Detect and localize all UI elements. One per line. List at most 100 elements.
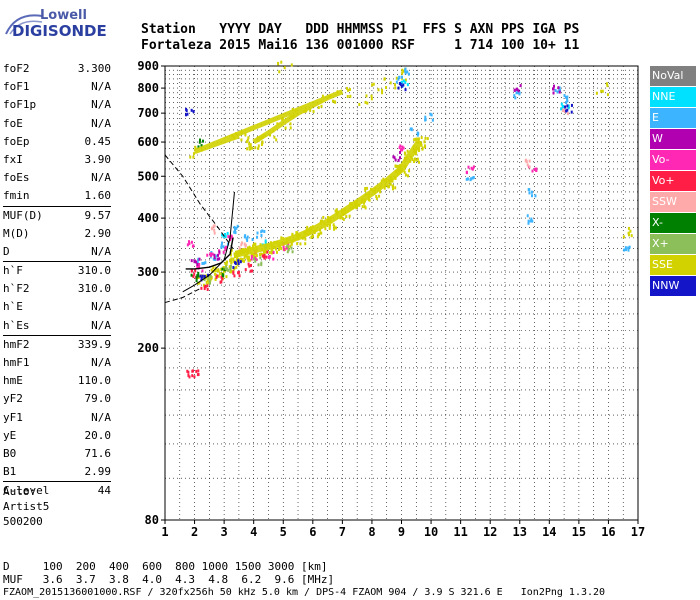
data-point xyxy=(566,97,569,101)
data-point xyxy=(213,256,216,260)
data-point xyxy=(257,144,260,148)
data-point xyxy=(278,70,281,74)
y-tick-label: 500 xyxy=(137,169,159,183)
data-point xyxy=(210,227,213,231)
data-point xyxy=(227,268,230,272)
param-name: foE xyxy=(3,116,23,130)
data-point xyxy=(196,261,199,265)
data-point xyxy=(193,375,196,379)
f2-trace-band xyxy=(235,140,423,258)
data-point xyxy=(234,228,237,232)
data-point xyxy=(381,91,384,95)
data-point xyxy=(261,229,264,233)
data-point xyxy=(222,245,225,249)
data-point xyxy=(317,105,320,109)
legend: NoVal NNE E W Vo- Vo+ SSW X- X+ SSE NNW xyxy=(650,66,696,297)
data-point xyxy=(290,242,293,246)
data-point xyxy=(208,279,211,283)
data-point xyxy=(525,160,528,164)
data-point xyxy=(194,269,197,273)
data-point xyxy=(377,88,380,92)
data-point xyxy=(250,263,253,267)
data-point xyxy=(287,248,290,252)
data-point xyxy=(268,251,271,255)
data-point xyxy=(371,83,374,87)
data-point xyxy=(184,113,187,117)
data-point xyxy=(398,75,401,79)
param-row: h`E N/A xyxy=(3,298,111,316)
data-point xyxy=(186,243,189,247)
data-point xyxy=(531,169,534,173)
param-value: N/A xyxy=(91,356,111,369)
data-point xyxy=(335,208,338,212)
data-point xyxy=(296,242,299,246)
param-name: foEs xyxy=(3,171,30,185)
data-point xyxy=(415,158,418,162)
data-point xyxy=(368,198,371,202)
data-point xyxy=(400,75,403,79)
param-separator xyxy=(3,261,111,263)
data-point xyxy=(601,89,604,93)
data-point xyxy=(370,94,373,98)
y-tick-label: 900 xyxy=(137,59,159,73)
data-point xyxy=(424,115,427,119)
data-point xyxy=(280,60,283,64)
data-point xyxy=(224,261,227,265)
data-point xyxy=(408,169,411,173)
data-point xyxy=(401,68,404,72)
data-point xyxy=(332,223,335,227)
data-point xyxy=(275,138,278,142)
data-point xyxy=(566,108,569,112)
data-point xyxy=(221,233,224,237)
data-point xyxy=(256,235,259,239)
data-point xyxy=(333,227,336,231)
data-point xyxy=(260,261,263,265)
param-name: fmin xyxy=(3,189,30,203)
data-point xyxy=(370,97,373,101)
data-point xyxy=(216,257,219,261)
virtual-height-trace xyxy=(185,237,234,270)
data-point xyxy=(413,138,416,142)
data-point xyxy=(231,236,234,240)
data-point xyxy=(240,138,243,142)
data-point xyxy=(276,250,279,254)
data-point xyxy=(219,280,222,284)
data-point xyxy=(393,83,396,87)
data-point xyxy=(567,104,570,108)
data-point xyxy=(197,271,200,275)
data-point xyxy=(282,245,285,249)
data-point xyxy=(211,252,214,256)
data-point xyxy=(328,223,331,227)
data-point xyxy=(280,246,283,250)
data-point xyxy=(230,248,233,252)
data-point xyxy=(229,267,232,271)
data-point xyxy=(595,91,598,95)
param-value: N/A xyxy=(91,116,111,130)
data-point xyxy=(218,250,221,254)
param-separator xyxy=(3,334,111,336)
data-point xyxy=(213,228,216,232)
data-point xyxy=(187,240,190,244)
data-point xyxy=(206,273,209,277)
data-point xyxy=(289,244,292,248)
data-point xyxy=(401,145,404,149)
data-point xyxy=(397,158,400,162)
data-point xyxy=(206,278,209,282)
data-point xyxy=(627,248,630,252)
param-name: yF2 xyxy=(3,392,23,406)
data-point xyxy=(624,246,627,250)
data-point xyxy=(201,274,204,278)
data-point xyxy=(252,257,255,261)
data-point xyxy=(251,238,254,242)
data-point xyxy=(528,191,531,195)
data-point xyxy=(467,165,470,169)
x-tick-label: 8 xyxy=(368,525,375,539)
data-point xyxy=(233,252,236,256)
data-point xyxy=(234,261,237,265)
data-point xyxy=(195,279,198,283)
data-point xyxy=(233,255,236,259)
data-point xyxy=(417,139,420,143)
data-point xyxy=(385,86,388,90)
data-point xyxy=(225,275,228,279)
data-point xyxy=(249,145,252,149)
